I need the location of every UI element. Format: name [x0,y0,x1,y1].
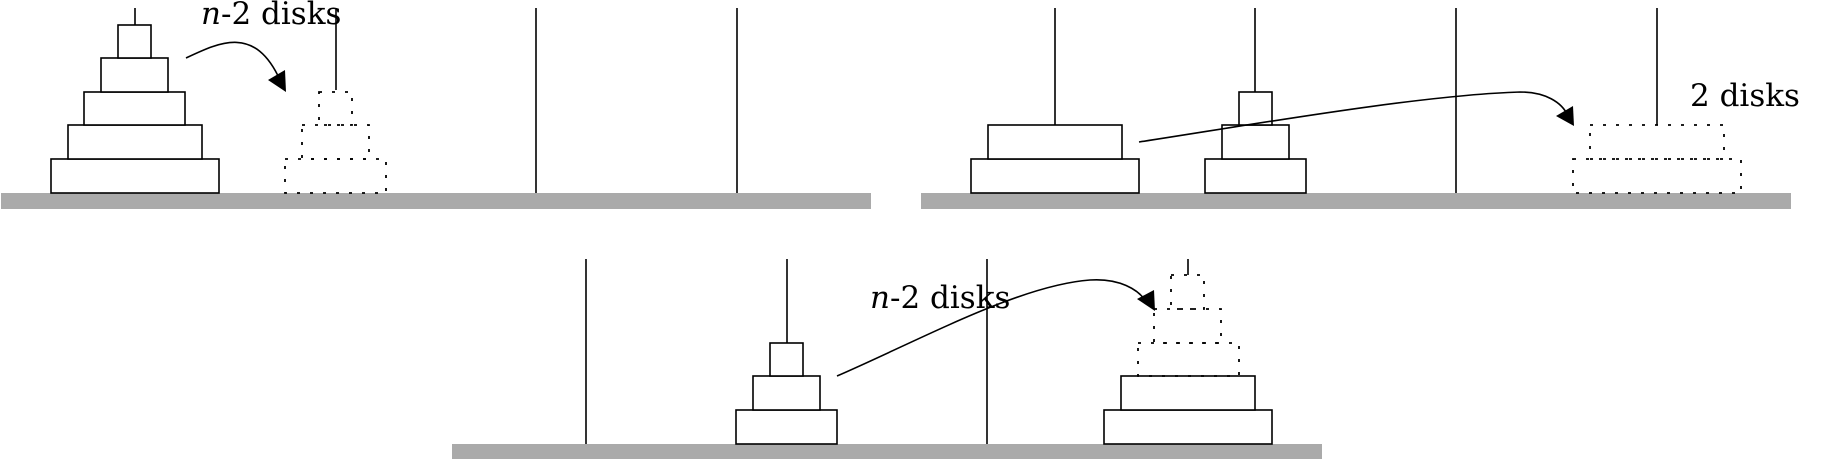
ghost-disk [318,91,353,126]
disk [1221,124,1290,160]
base-platform [921,193,1791,209]
disk [100,57,169,93]
ghost-disk [1170,274,1205,310]
move-arrow [1138,91,1569,143]
disk [1204,158,1307,194]
disk [117,24,152,59]
disk [67,124,203,160]
disk [1120,375,1256,411]
move-label: 2 disks [1690,78,1800,114]
disk [1103,409,1273,445]
disk [970,158,1140,194]
disk [83,91,186,126]
panel-step-1: n-2 disks [1,0,871,209]
move-label: n-2 disks [870,280,1010,316]
move-label: n-2 disks [201,0,341,32]
ghost-disk [284,158,387,194]
ghost-disk [1589,124,1725,160]
ghost-disk [1137,342,1240,377]
arrow-head [1556,106,1574,126]
panel-step-2: 2 disks [921,8,1800,209]
disk [735,409,838,445]
move-arrow [836,279,1146,377]
arrow-head [1137,290,1155,311]
ghost-disk [1153,308,1222,344]
panel-step-3: n-2 disks [452,259,1322,459]
disk [752,375,821,411]
disk [987,124,1123,160]
arrow-head [268,70,286,92]
disk [1238,91,1273,126]
disk [769,342,804,377]
ghost-disk [1572,158,1742,194]
base-platform [1,193,871,209]
move-arrow [185,41,281,81]
base-platform [452,444,1322,459]
disk [50,158,220,194]
ghost-disk [301,124,370,160]
